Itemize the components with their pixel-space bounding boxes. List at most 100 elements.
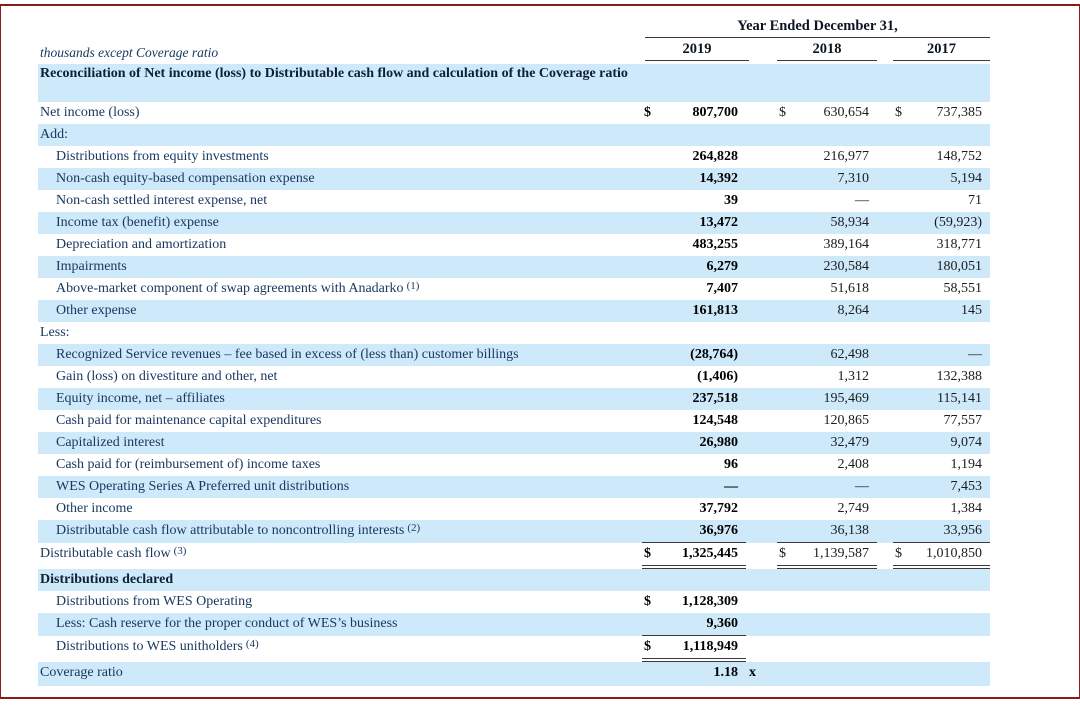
column-gap xyxy=(765,322,777,344)
row-label: Coverage ratio xyxy=(38,662,642,686)
column-gap xyxy=(877,543,893,569)
table-row: Less: xyxy=(38,322,990,344)
year-header-2019: 2019 xyxy=(645,41,749,61)
amount-2018: 195,469 xyxy=(823,391,870,406)
column-gap xyxy=(877,569,893,591)
table-row: Cash paid for maintenance capital expend… xyxy=(38,410,990,432)
value-cell-2017 xyxy=(893,124,990,146)
value-cell-2017: 71 xyxy=(893,190,990,212)
amount-2019: 1,325,445 xyxy=(682,546,738,561)
amount-2017: 5,194 xyxy=(950,171,983,186)
column-gap xyxy=(877,256,893,278)
footnote-marker: (3) xyxy=(173,545,187,557)
units-note: thousands except Coverage ratio xyxy=(40,45,219,60)
value-cell-2017 xyxy=(893,591,990,613)
row-label-text: Distributions from equity investments xyxy=(56,149,269,164)
currency-symbol: $ xyxy=(895,546,902,561)
amount-2017: 1,010,850 xyxy=(926,546,982,561)
column-gap xyxy=(765,388,777,410)
currency-symbol: $ xyxy=(779,105,786,120)
value-cell-2019: 9,360 xyxy=(642,613,746,636)
value-cell-2019: 237,518 xyxy=(642,388,746,410)
row-label: Other income xyxy=(38,498,642,520)
currency-symbol: $ xyxy=(644,546,651,561)
row-label-text: Other expense xyxy=(56,303,137,318)
year-header-2017: 2017 xyxy=(893,41,990,61)
column-gap xyxy=(877,454,893,476)
amount-2019: 161,813 xyxy=(692,303,739,318)
value-cell-2018: $ 630,654 xyxy=(777,102,877,124)
value-cell-2018 xyxy=(777,636,877,662)
row-label: Cash paid for maintenance capital expend… xyxy=(38,410,642,432)
column-gap xyxy=(877,124,893,146)
amount-2018: 389,164 xyxy=(823,237,870,252)
amount-2018: — xyxy=(855,479,869,494)
column-gap xyxy=(765,636,777,662)
ratio-suffix xyxy=(746,64,765,102)
value-cell-2017: 115,141 xyxy=(893,388,990,410)
amount-2017: (59,923) xyxy=(934,215,982,230)
value-cell-2017 xyxy=(893,636,990,662)
row-label: Non-cash equity-based compensation expen… xyxy=(38,168,642,190)
row-label: Recognized Service revenues – fee based … xyxy=(38,344,642,366)
amount-2017: 58,551 xyxy=(943,281,983,296)
amount-2019: 1,128,309 xyxy=(682,594,738,609)
column-gap xyxy=(765,543,777,569)
ratio-suffix xyxy=(746,432,765,454)
table-row: Add: xyxy=(38,124,990,146)
column-gap xyxy=(765,662,777,686)
value-cell-2017: 318,771 xyxy=(893,234,990,256)
row-label: Other expense xyxy=(38,300,642,322)
amount-2019: 237,518 xyxy=(692,391,739,406)
amount-2019: 807,700 xyxy=(692,105,739,120)
table-row: Equity income, net – affiliates 237,518 … xyxy=(38,388,990,410)
column-gap xyxy=(877,388,893,410)
value-cell-2019: 36,976 xyxy=(642,520,746,543)
amount-2017: 1,194 xyxy=(950,457,983,472)
column-gap xyxy=(877,498,893,520)
currency-symbol: $ xyxy=(644,594,651,609)
year-header-2018: 2018 xyxy=(777,41,877,61)
ratio-suffix xyxy=(746,476,765,498)
ratio-suffix xyxy=(746,256,765,278)
column-gap xyxy=(765,64,777,102)
value-cell-2019: 6,279 xyxy=(642,256,746,278)
table-row: Net income (loss) $ 807,700 $ 630,654 $ … xyxy=(38,102,990,124)
value-cell-2019: 124,548 xyxy=(642,410,746,432)
column-gap xyxy=(765,234,777,256)
value-cell-2018 xyxy=(777,662,877,686)
amount-2018: 230,584 xyxy=(823,259,870,274)
row-label: Reconciliation of Net income (loss) to D… xyxy=(38,64,642,102)
value-cell-2019: 7,407 xyxy=(642,278,746,300)
row-label-text: Distributable cash flow xyxy=(40,546,171,561)
table-header-span-row: Year Ended December 31, xyxy=(38,18,990,38)
table-row: Above-market component of swap agreement… xyxy=(38,278,990,300)
table-row: Depreciation and amortization 483,255 38… xyxy=(38,234,990,256)
ratio-suffix xyxy=(746,124,765,146)
table-row: Distributions to WES unitholders (4) $ 1,… xyxy=(38,636,990,662)
column-gap xyxy=(765,454,777,476)
ratio-suffix xyxy=(746,498,765,520)
row-label: Distributions declared xyxy=(38,569,642,591)
table-row: Cash paid for (reimbursement of) income … xyxy=(38,454,990,476)
value-cell-2017: 9,074 xyxy=(893,432,990,454)
table-row: Distributable cash flow attributable to … xyxy=(38,520,990,543)
amount-2018: 120,865 xyxy=(823,413,870,428)
amount-2019: 1,118,949 xyxy=(682,639,738,654)
amount-2017: 148,752 xyxy=(936,149,983,164)
ratio-suffix xyxy=(746,102,765,124)
amount-2019: — xyxy=(724,479,738,494)
value-cell-2019: (28,764) xyxy=(642,344,746,366)
column-gap xyxy=(877,300,893,322)
row-label-text: Depreciation and amortization xyxy=(56,237,227,252)
column-gap xyxy=(765,124,777,146)
row-label: Less: xyxy=(38,322,642,344)
row-label-text: Non-cash settled interest expense, net xyxy=(56,193,268,208)
ratio-suffix xyxy=(746,234,765,256)
row-label-text: Distributions declared xyxy=(40,572,174,587)
amount-2017: 180,051 xyxy=(936,259,983,274)
column-gap xyxy=(877,344,893,366)
ratio-suffix xyxy=(746,344,765,366)
column-gap xyxy=(765,569,777,591)
row-label-text: Coverage ratio xyxy=(40,665,123,680)
